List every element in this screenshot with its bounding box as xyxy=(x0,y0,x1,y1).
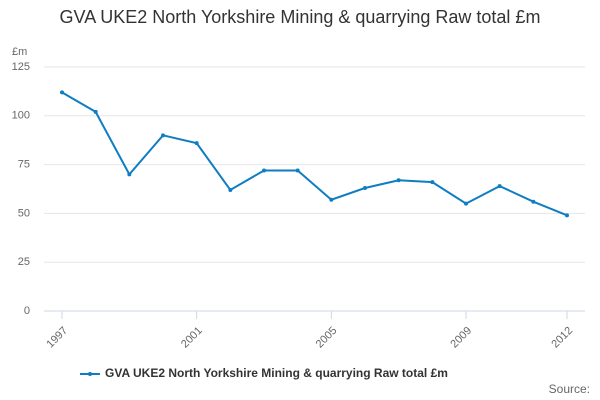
y-axis-label: £m xyxy=(12,46,27,58)
data-point xyxy=(430,180,435,185)
data-point xyxy=(464,201,468,206)
y-tick-label: 50 xyxy=(18,207,30,219)
data-point xyxy=(497,184,502,189)
y-tick-label: 100 xyxy=(12,110,30,122)
x-tick-label: 2001 xyxy=(179,325,205,351)
y-tick-label: 0 xyxy=(24,305,30,317)
x-tick-label: 2005 xyxy=(314,325,340,351)
x-tick-label: 2009 xyxy=(448,325,474,351)
data-line xyxy=(61,91,568,217)
data-point xyxy=(262,168,266,173)
data-point xyxy=(228,187,233,192)
x-tick-label: 1997 xyxy=(44,325,70,351)
y-tick-label: 75 xyxy=(18,159,30,171)
source: Source: xyxy=(549,382,590,396)
x-tick-label: 2012 xyxy=(549,325,575,351)
legend-marker xyxy=(88,372,92,376)
y-tick-label: 125 xyxy=(12,61,30,73)
data-point xyxy=(161,133,165,138)
y-tick-label: 25 xyxy=(18,256,30,268)
data-point xyxy=(194,141,199,146)
data-point xyxy=(127,172,132,177)
data-point xyxy=(531,199,536,204)
chart-title: GVA UKE2 North Yorkshire Mining & quarry… xyxy=(59,7,541,27)
data-point xyxy=(396,178,401,183)
data-point xyxy=(329,197,334,202)
data-point xyxy=(93,109,98,114)
data-point xyxy=(565,213,569,218)
legend-label: GVA UKE2 North Yorkshire Mining & quarry… xyxy=(105,366,448,380)
data-point xyxy=(60,90,64,95)
data-point xyxy=(363,186,367,191)
data-point xyxy=(295,168,300,173)
